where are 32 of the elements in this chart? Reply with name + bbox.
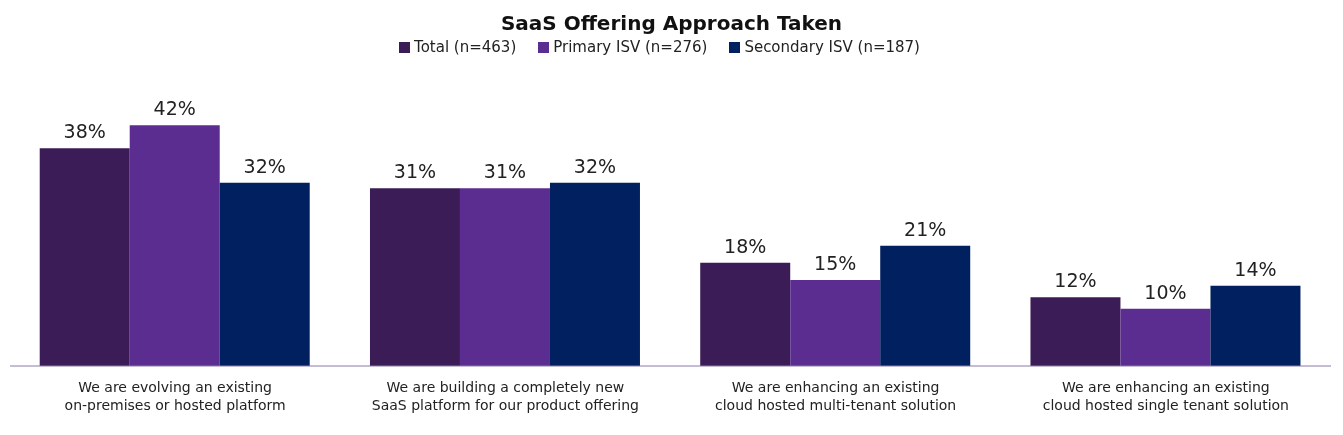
x-tick-label: We are building a completely new SaaS platform for our product offering bbox=[371, 379, 639, 413]
bar bbox=[1210, 285, 1301, 366]
data-label: 31% bbox=[393, 160, 437, 183]
bar bbox=[459, 188, 550, 366]
data-label: 32% bbox=[573, 154, 617, 177]
bar bbox=[880, 245, 971, 366]
bar bbox=[1120, 308, 1211, 366]
legend-label: Primary ISV (n=276) bbox=[553, 38, 708, 56]
chart-title: SaaS Offering Approach Taken bbox=[499, 10, 844, 37]
data-label: 38% bbox=[63, 120, 106, 143]
legend-label: Secondary ISV (n=187) bbox=[744, 38, 920, 56]
bar bbox=[700, 262, 791, 366]
data-label: 12% bbox=[1054, 269, 1097, 292]
bar bbox=[129, 125, 220, 366]
data-label: 32% bbox=[243, 154, 286, 177]
x-tick-label: We are evolving an existing on-premises or hosted platform bbox=[64, 379, 286, 413]
data-label: 18% bbox=[724, 234, 767, 257]
bar bbox=[790, 280, 881, 366]
bar bbox=[39, 148, 130, 366]
data-label: 10% bbox=[1144, 280, 1187, 303]
bar bbox=[549, 182, 640, 366]
bar bbox=[1030, 297, 1121, 366]
data-label: 21% bbox=[904, 217, 947, 240]
x-tick-label: We are enhancing an existing cloud hosted multi-tenant solution bbox=[715, 379, 957, 413]
data-label: 42% bbox=[153, 97, 196, 120]
data-label: 31% bbox=[483, 160, 527, 183]
bar bbox=[369, 188, 460, 366]
data-label: 14% bbox=[1234, 257, 1277, 280]
legend-label: Total (n=463) bbox=[414, 38, 517, 56]
bar bbox=[219, 182, 310, 366]
data-label: 15% bbox=[814, 252, 857, 275]
x-tick-label: We are enhancing an existing cloud hosted single tenant solution bbox=[1042, 379, 1289, 413]
